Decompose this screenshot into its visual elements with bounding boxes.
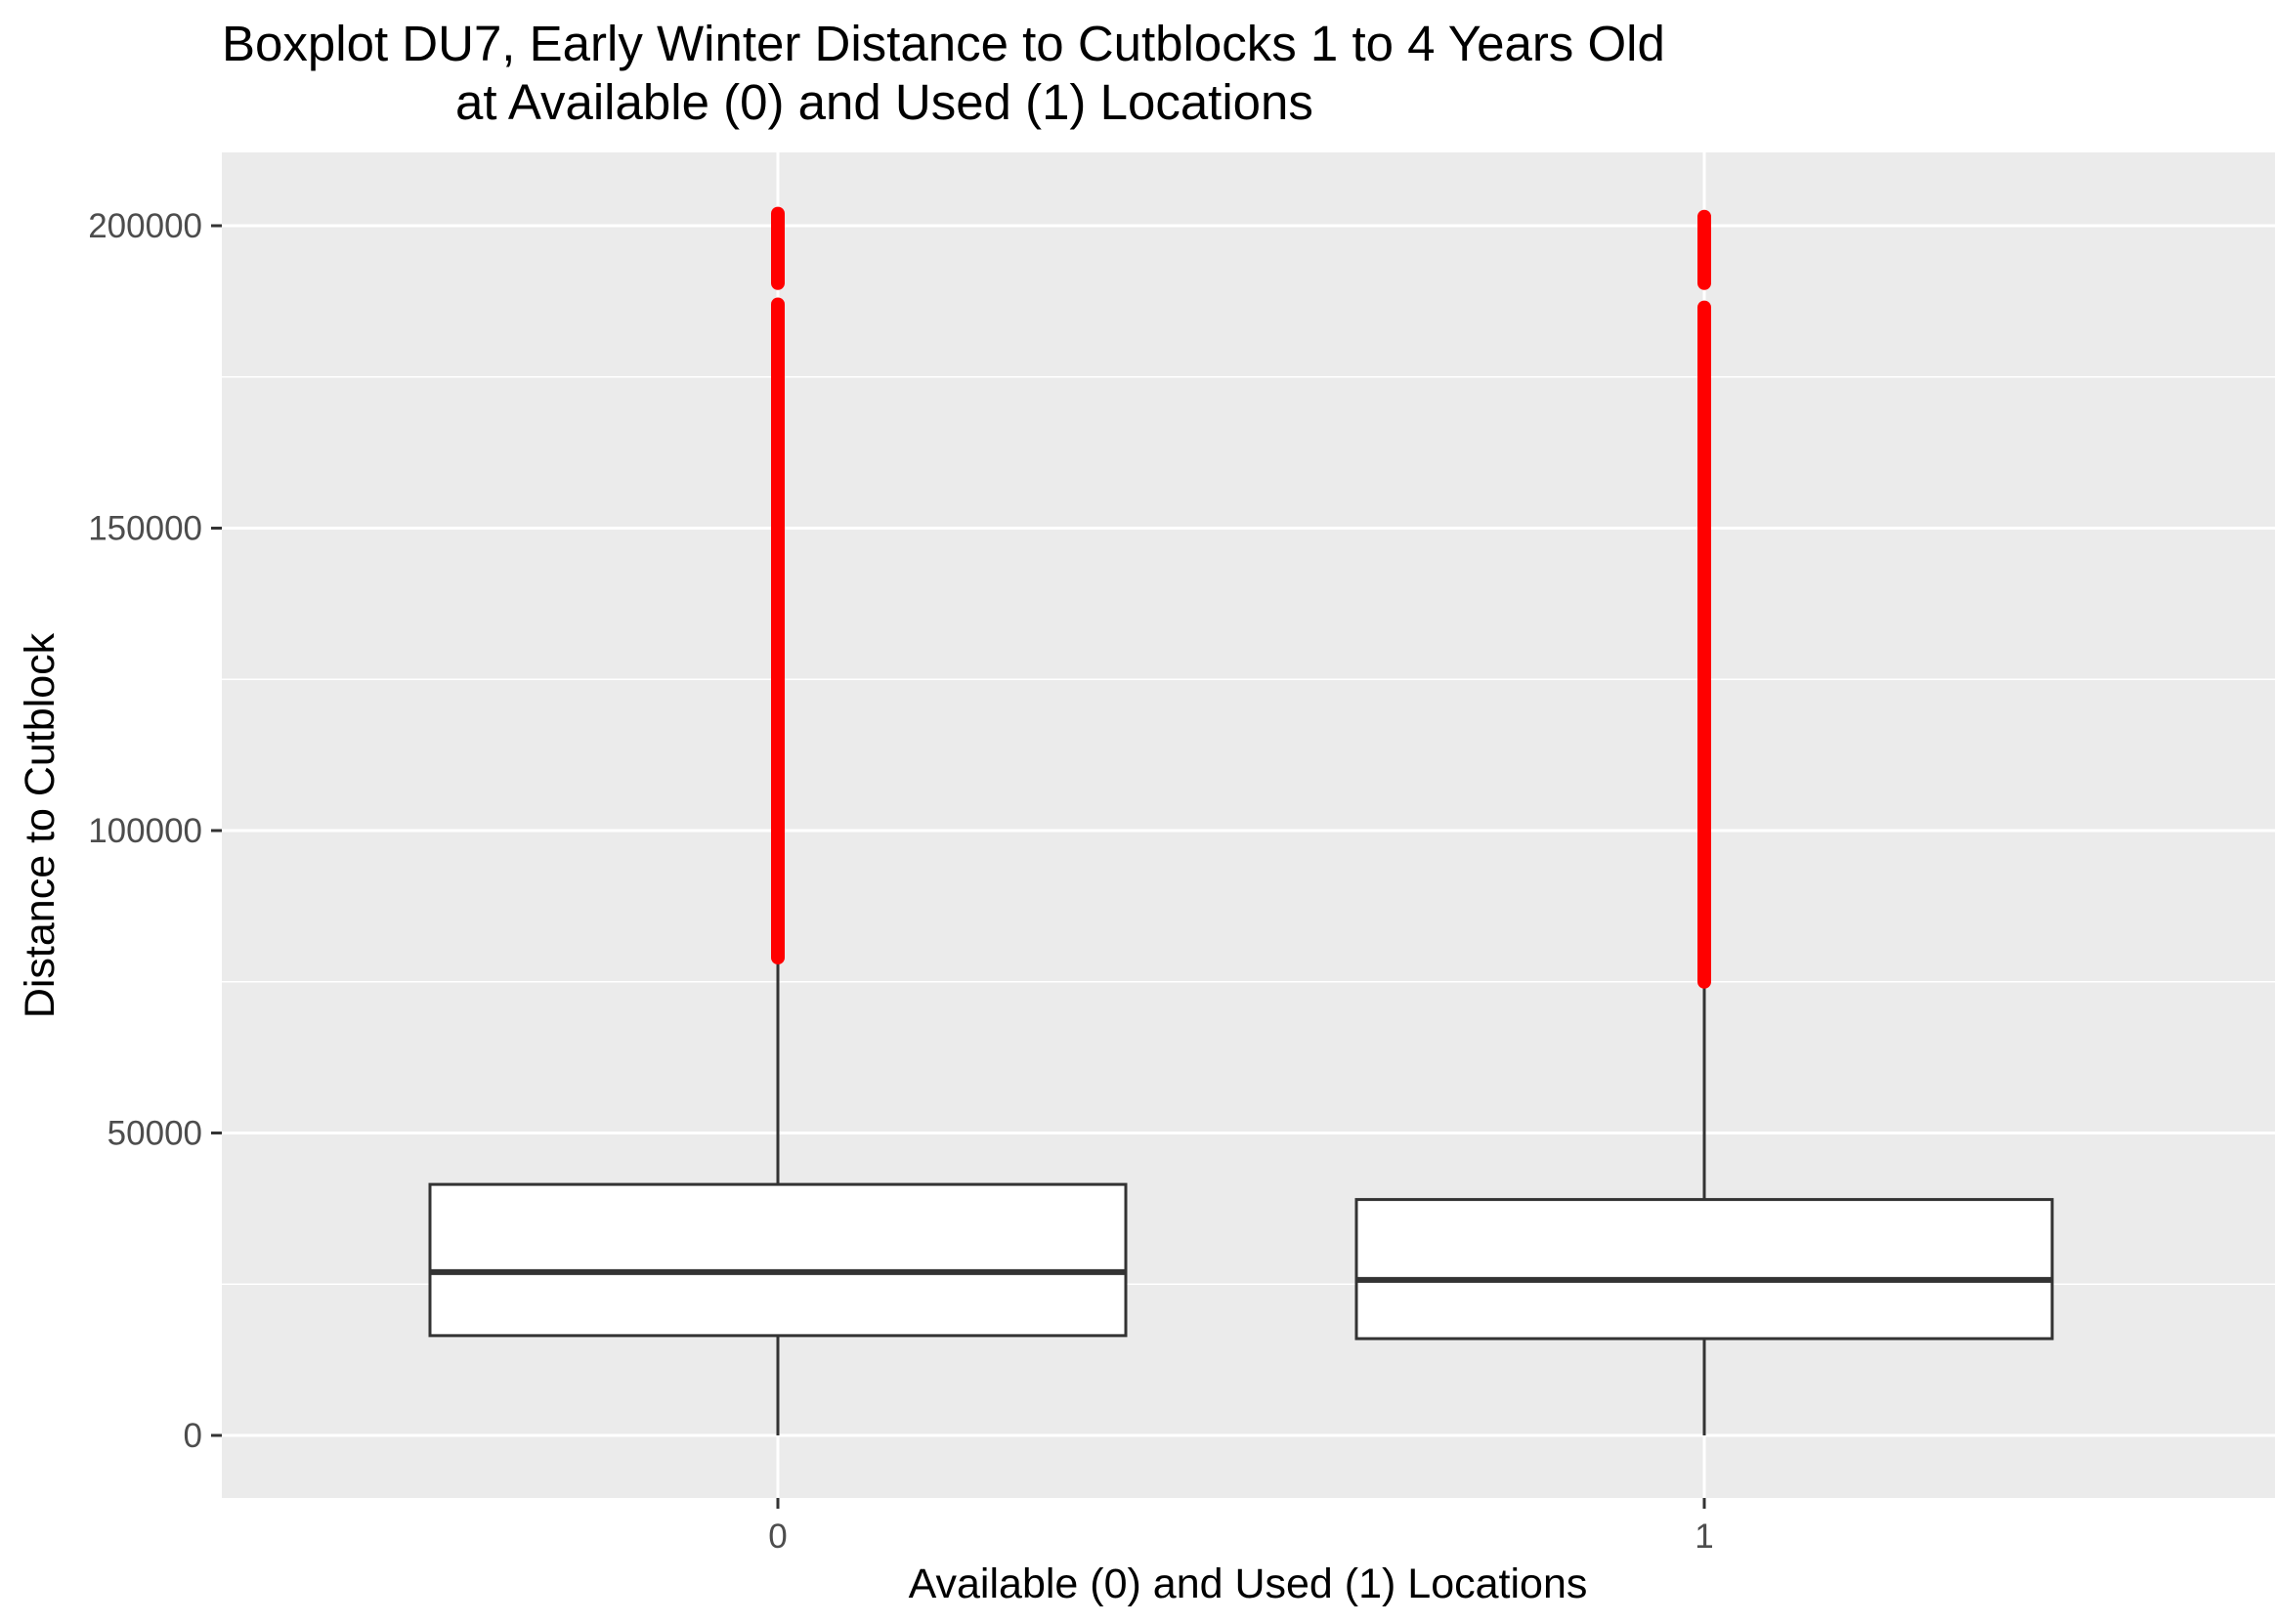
x-tick-label: 1 <box>1695 1517 1713 1556</box>
y-axis: 0 50000 100000 150000 200000 <box>88 207 222 1455</box>
box-iqr <box>1354 1198 2054 1341</box>
y-tick-label: 50000 <box>107 1115 202 1153</box>
box-series <box>428 206 2054 1435</box>
chart-title-line-1: Boxplot DU7, Early Winter Distance to Cu… <box>222 16 1665 71</box>
box-iqr <box>428 1182 1128 1338</box>
x-axis-title: Available (0) and Used (1) Locations <box>909 1560 1588 1607</box>
y-tick-label: 0 <box>184 1417 202 1455</box>
chart-title-line-2: at Available (0) and Used (1) Locations <box>455 74 1313 130</box>
box-1 <box>1354 209 2054 1435</box>
y-tick-label: 100000 <box>88 812 202 850</box>
y-tick-label: 150000 <box>88 510 202 548</box>
y-tick-label: 200000 <box>88 207 202 245</box>
x-tick-label: 0 <box>768 1517 787 1556</box>
y-axis-title: Distance to Cutblock <box>17 632 64 1018</box>
box-0 <box>428 206 1128 1435</box>
